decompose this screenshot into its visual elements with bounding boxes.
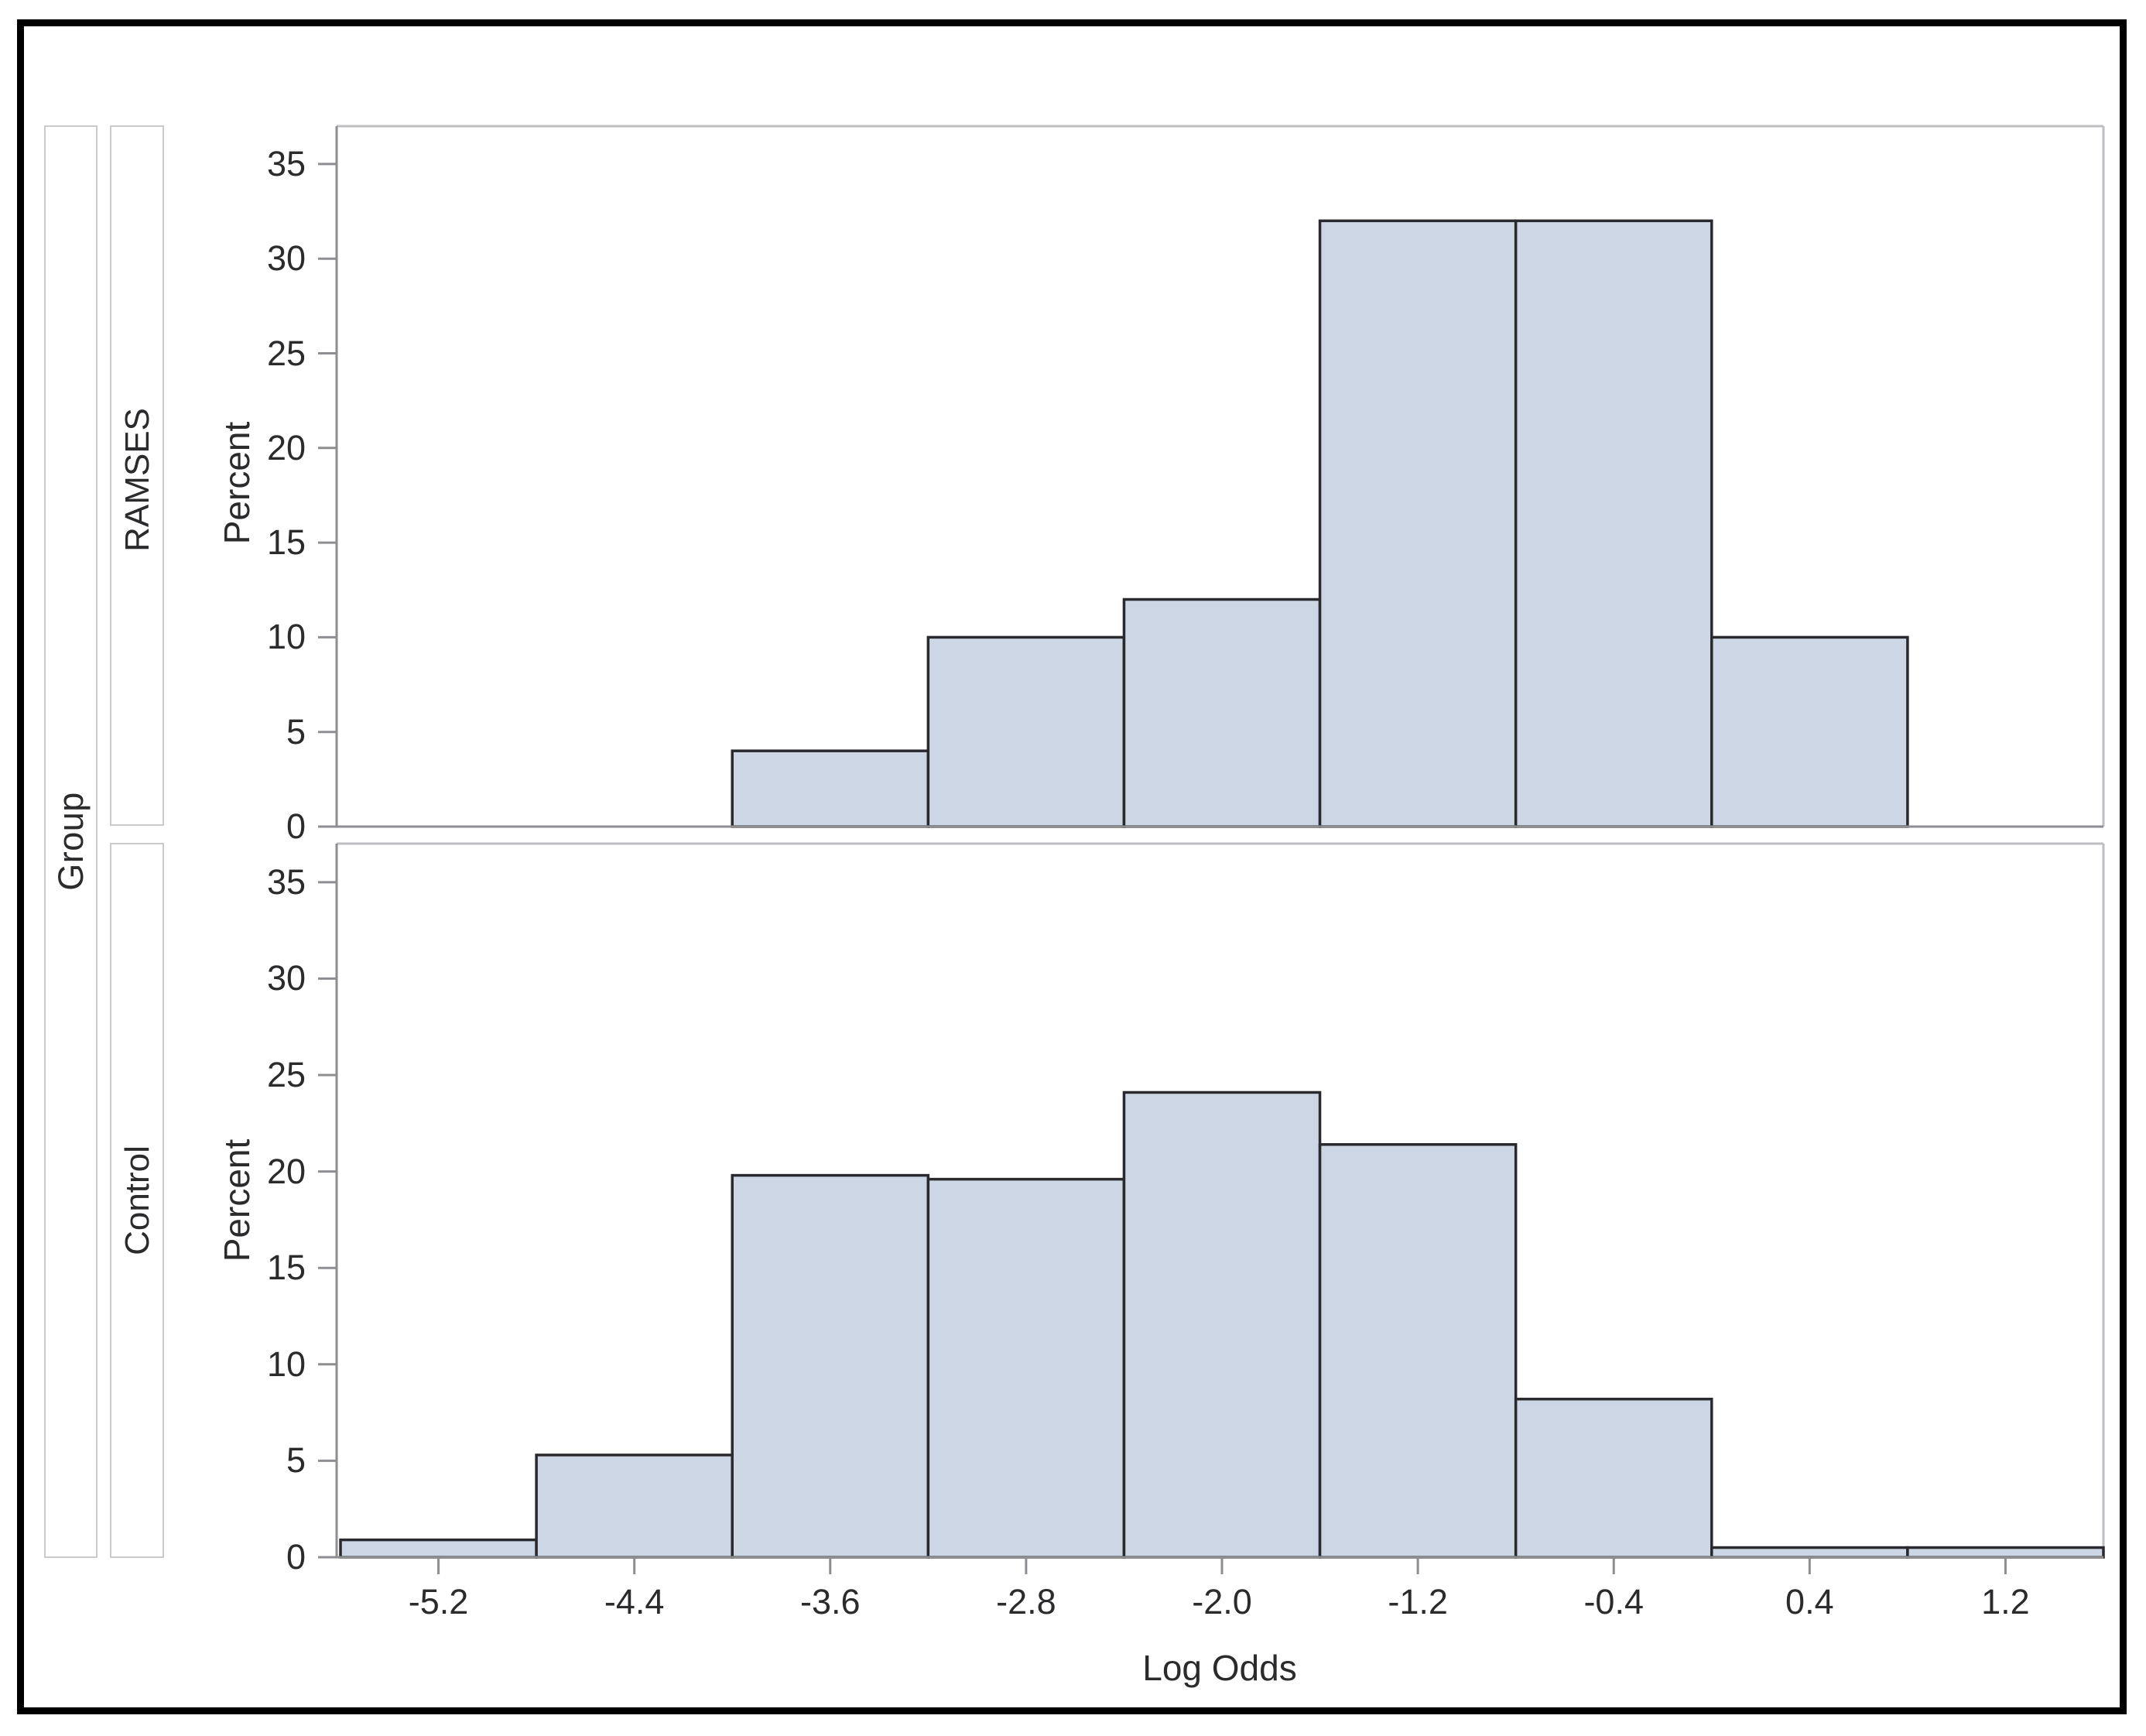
y-tick-label: 35 <box>266 143 306 183</box>
row-header-control-box <box>110 843 164 1558</box>
x-tick-label: 1.2 <box>1981 1582 2030 1621</box>
histogram-bar-ramses-4 <box>1514 219 1713 828</box>
histogram-bar-ramses-5 <box>1710 635 1909 828</box>
x-tick-label: -3.6 <box>799 1582 861 1621</box>
y-tick-label: 10 <box>266 1344 306 1384</box>
histogram-bar-ramses-1 <box>926 635 1126 828</box>
histogram-bar-control-0 <box>339 1538 538 1559</box>
x-tick-label: -4.4 <box>604 1582 665 1621</box>
x-tick-label: 0.4 <box>1785 1582 1834 1621</box>
x-tick-label: -2.0 <box>1192 1582 1252 1621</box>
histogram-bar-ramses-0 <box>731 749 930 828</box>
x-tick-label: -5.2 <box>408 1582 469 1621</box>
x-tick-label: -2.8 <box>996 1582 1056 1621</box>
histogram-bar-ramses-2 <box>1122 597 1322 828</box>
y-tick-label: 5 <box>286 711 306 752</box>
x-tick-label: -0.4 <box>1583 1582 1644 1621</box>
y-tick-label: 5 <box>286 1440 306 1481</box>
y-tick-label: 0 <box>286 806 306 846</box>
histogram-bar-control-7 <box>1710 1546 1909 1559</box>
group-band-box <box>44 125 98 1558</box>
y-tick-label: 25 <box>266 1055 306 1095</box>
histogram-bar-control-1 <box>535 1454 734 1559</box>
figure-frame <box>17 19 2127 1714</box>
y-tick-label: 20 <box>266 427 306 467</box>
y-tick-label: 30 <box>266 238 306 279</box>
y-tick-label: 35 <box>266 861 306 902</box>
y-tick-label: 30 <box>266 958 306 998</box>
histogram-bar-control-8 <box>1906 1546 2105 1559</box>
y-tick-label: 15 <box>266 522 306 563</box>
y-tick-label: 10 <box>266 617 306 657</box>
row-header-ramses-box <box>110 125 164 826</box>
histogram-bar-ramses-3 <box>1318 219 1518 828</box>
histogram-bar-control-3 <box>926 1177 1126 1559</box>
y-tick-label: 25 <box>266 333 306 373</box>
histogram-bar-control-5 <box>1318 1142 1518 1559</box>
histogram-bar-control-2 <box>731 1173 930 1559</box>
histogram-bar-control-4 <box>1122 1091 1322 1559</box>
histogram-bar-control-6 <box>1514 1397 1713 1559</box>
y-tick-label: 20 <box>266 1151 306 1191</box>
y-tick-label: 15 <box>266 1248 306 1288</box>
x-tick-label: -1.2 <box>1388 1582 1448 1621</box>
y-tick-label: 0 <box>286 1537 306 1577</box>
x-axis-title: Log Odds <box>1142 1648 1297 1688</box>
